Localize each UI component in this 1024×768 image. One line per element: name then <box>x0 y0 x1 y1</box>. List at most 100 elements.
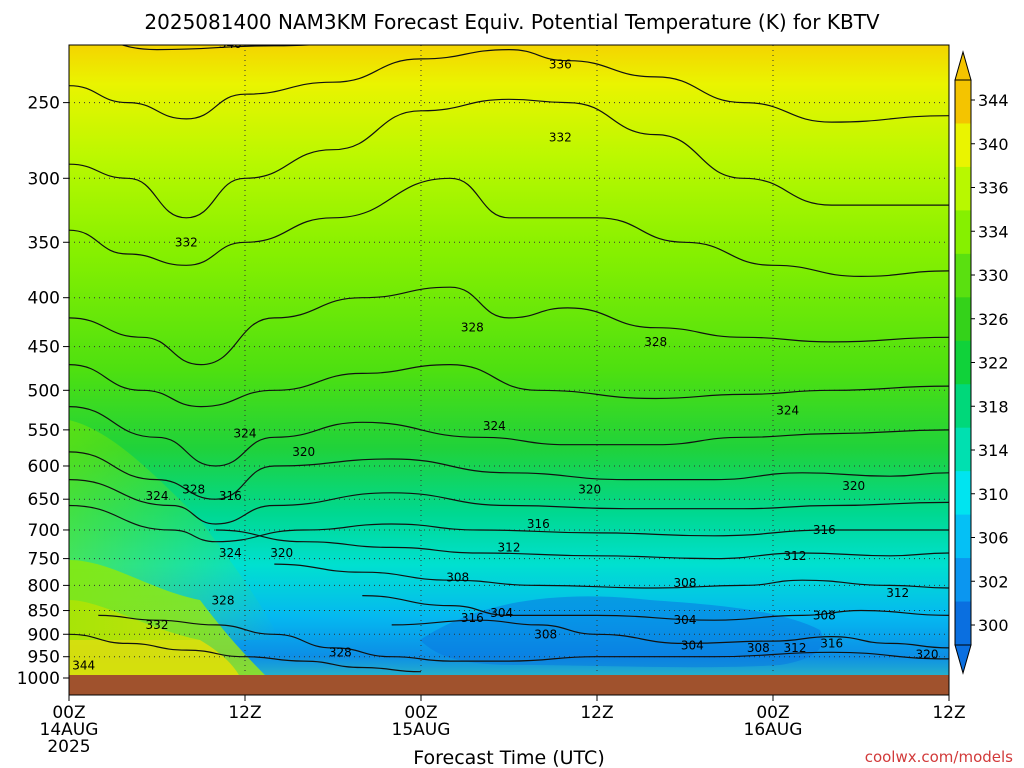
x-tick-label: 00Z <box>756 703 789 723</box>
colorbar-segment <box>955 340 971 385</box>
contour-label: 328 <box>182 483 205 497</box>
colorbar-label: 334 <box>978 222 1009 241</box>
contour-line <box>215 529 949 560</box>
x-tick-label: 12Z <box>932 703 965 723</box>
x-tick-label: 00Z <box>52 703 85 723</box>
x-tick-label: 15AUG <box>392 720 451 740</box>
contour-line <box>362 595 949 621</box>
contour-label: 332 <box>549 131 572 145</box>
contour-line <box>69 177 949 278</box>
colorbar-label: 306 <box>978 529 1009 548</box>
contour-label: 308 <box>534 627 557 641</box>
colorbar-segment <box>955 514 971 559</box>
colorbar-segment <box>955 427 971 472</box>
contour-lines <box>69 45 949 673</box>
contour-line <box>69 479 949 525</box>
contour-label: 308 <box>813 608 836 622</box>
contour-label: 328 <box>212 594 235 608</box>
colorbar-segment <box>955 384 971 429</box>
y-tick-label: 800 <box>28 576 60 596</box>
contour-label: 304 <box>674 613 697 627</box>
colorbar-segment <box>955 297 971 342</box>
colorbar-label: 322 <box>978 354 1009 373</box>
y-axis: 250 300 350 400 450 500 550 600 650 700 750 800 850 9… <box>17 94 69 689</box>
x-tick-label: 16AUG <box>744 720 803 740</box>
contour-label: 316 <box>820 636 843 650</box>
colorbar-label: 344 <box>978 91 1009 110</box>
contour-label: 324 <box>776 404 799 418</box>
colorbar-segment <box>955 166 971 211</box>
contour-line <box>69 633 422 673</box>
y-tick-label: 250 <box>28 94 60 114</box>
colorbar-label: 302 <box>978 572 1009 591</box>
contour-label: 328 <box>644 335 667 349</box>
contour-label: 320 <box>292 445 315 459</box>
contour-line <box>274 563 949 589</box>
contour-label: 312 <box>784 641 807 655</box>
contour-line <box>69 48 949 123</box>
colorbar-segment <box>955 471 971 516</box>
colorbar-segment <box>955 210 971 255</box>
contour-label: 312 <box>498 540 521 554</box>
contour-label: 324 <box>234 427 257 441</box>
colorbar-segment <box>955 80 971 124</box>
contour-line <box>98 614 949 662</box>
y-tick-label: 350 <box>28 233 60 253</box>
colorbar-label: 300 <box>978 616 1009 635</box>
gridlines <box>69 45 949 695</box>
x-tick-label: 2025 <box>47 737 90 757</box>
contour-label: 308 <box>747 641 770 655</box>
contour-line <box>69 363 949 408</box>
colorbar-label: 326 <box>978 310 1009 329</box>
contour-label: 332 <box>175 235 198 249</box>
contour-labels: 344 3403443403363323323283283243243243203… <box>72 37 939 672</box>
colorbar-segment <box>955 123 971 168</box>
watermark: coolwx.com/models <box>865 748 1013 766</box>
x-axis-label: Forecast Time (UTC) <box>413 747 604 768</box>
y-tick-label: 1000 <box>17 669 60 689</box>
y-tick-label: 600 <box>28 457 60 477</box>
field-cold-pool <box>420 596 823 668</box>
colorbar-extend-max <box>954 50 972 81</box>
contour-label: 336 <box>549 57 572 71</box>
x-tick-label: 12Z <box>580 703 613 723</box>
contour-label: 324 <box>219 546 242 560</box>
colorbar-segment <box>955 253 971 298</box>
colorbar-label: 330 <box>978 266 1009 285</box>
contour-label: 316 <box>219 489 242 503</box>
y-tick-label: 700 <box>28 521 60 541</box>
contour-label: 324 <box>483 419 506 433</box>
y-tick-label: 900 <box>28 625 60 645</box>
contour-label: 312 <box>784 549 807 563</box>
y-tick-label: 650 <box>28 490 60 510</box>
contour-label: 320 <box>916 648 939 662</box>
contour-label: 308 <box>446 571 469 585</box>
contour-label: 320 <box>578 483 601 497</box>
contour-line <box>391 619 949 649</box>
colorbar-label: 314 <box>978 441 1009 460</box>
contour-label: 304 <box>490 606 513 620</box>
colorbar-label: 310 <box>978 485 1009 504</box>
colorbar-extend-min <box>954 644 972 675</box>
contour-label: 340 <box>219 37 242 51</box>
contour-label: 316 <box>813 523 836 537</box>
y-tick-label: 400 <box>28 289 60 309</box>
y-tick-label: 300 <box>28 169 60 189</box>
contour-label: 316 <box>527 517 550 531</box>
contour-label: 332 <box>146 618 169 632</box>
y-tick-label: 450 <box>28 338 60 358</box>
chart-title: 2025081400 NAM3KM Forecast Equiv. Potent… <box>144 10 880 34</box>
y-tick-label: 950 <box>28 648 60 668</box>
colorbar-segment <box>955 558 971 603</box>
contour-line <box>69 504 949 543</box>
contour-label: 308 <box>674 576 697 590</box>
x-tick-label: 12Z <box>228 703 261 723</box>
x-tick-label: 00Z <box>404 703 437 723</box>
contour-line <box>69 286 949 366</box>
y-tick-label: 850 <box>28 602 60 622</box>
terrain-below-ground <box>69 675 949 695</box>
contour-label: 320 <box>842 479 865 493</box>
y-tick-label: 750 <box>28 550 60 570</box>
contour-line <box>69 406 949 467</box>
x-tick-label: 14AUG <box>40 720 99 740</box>
